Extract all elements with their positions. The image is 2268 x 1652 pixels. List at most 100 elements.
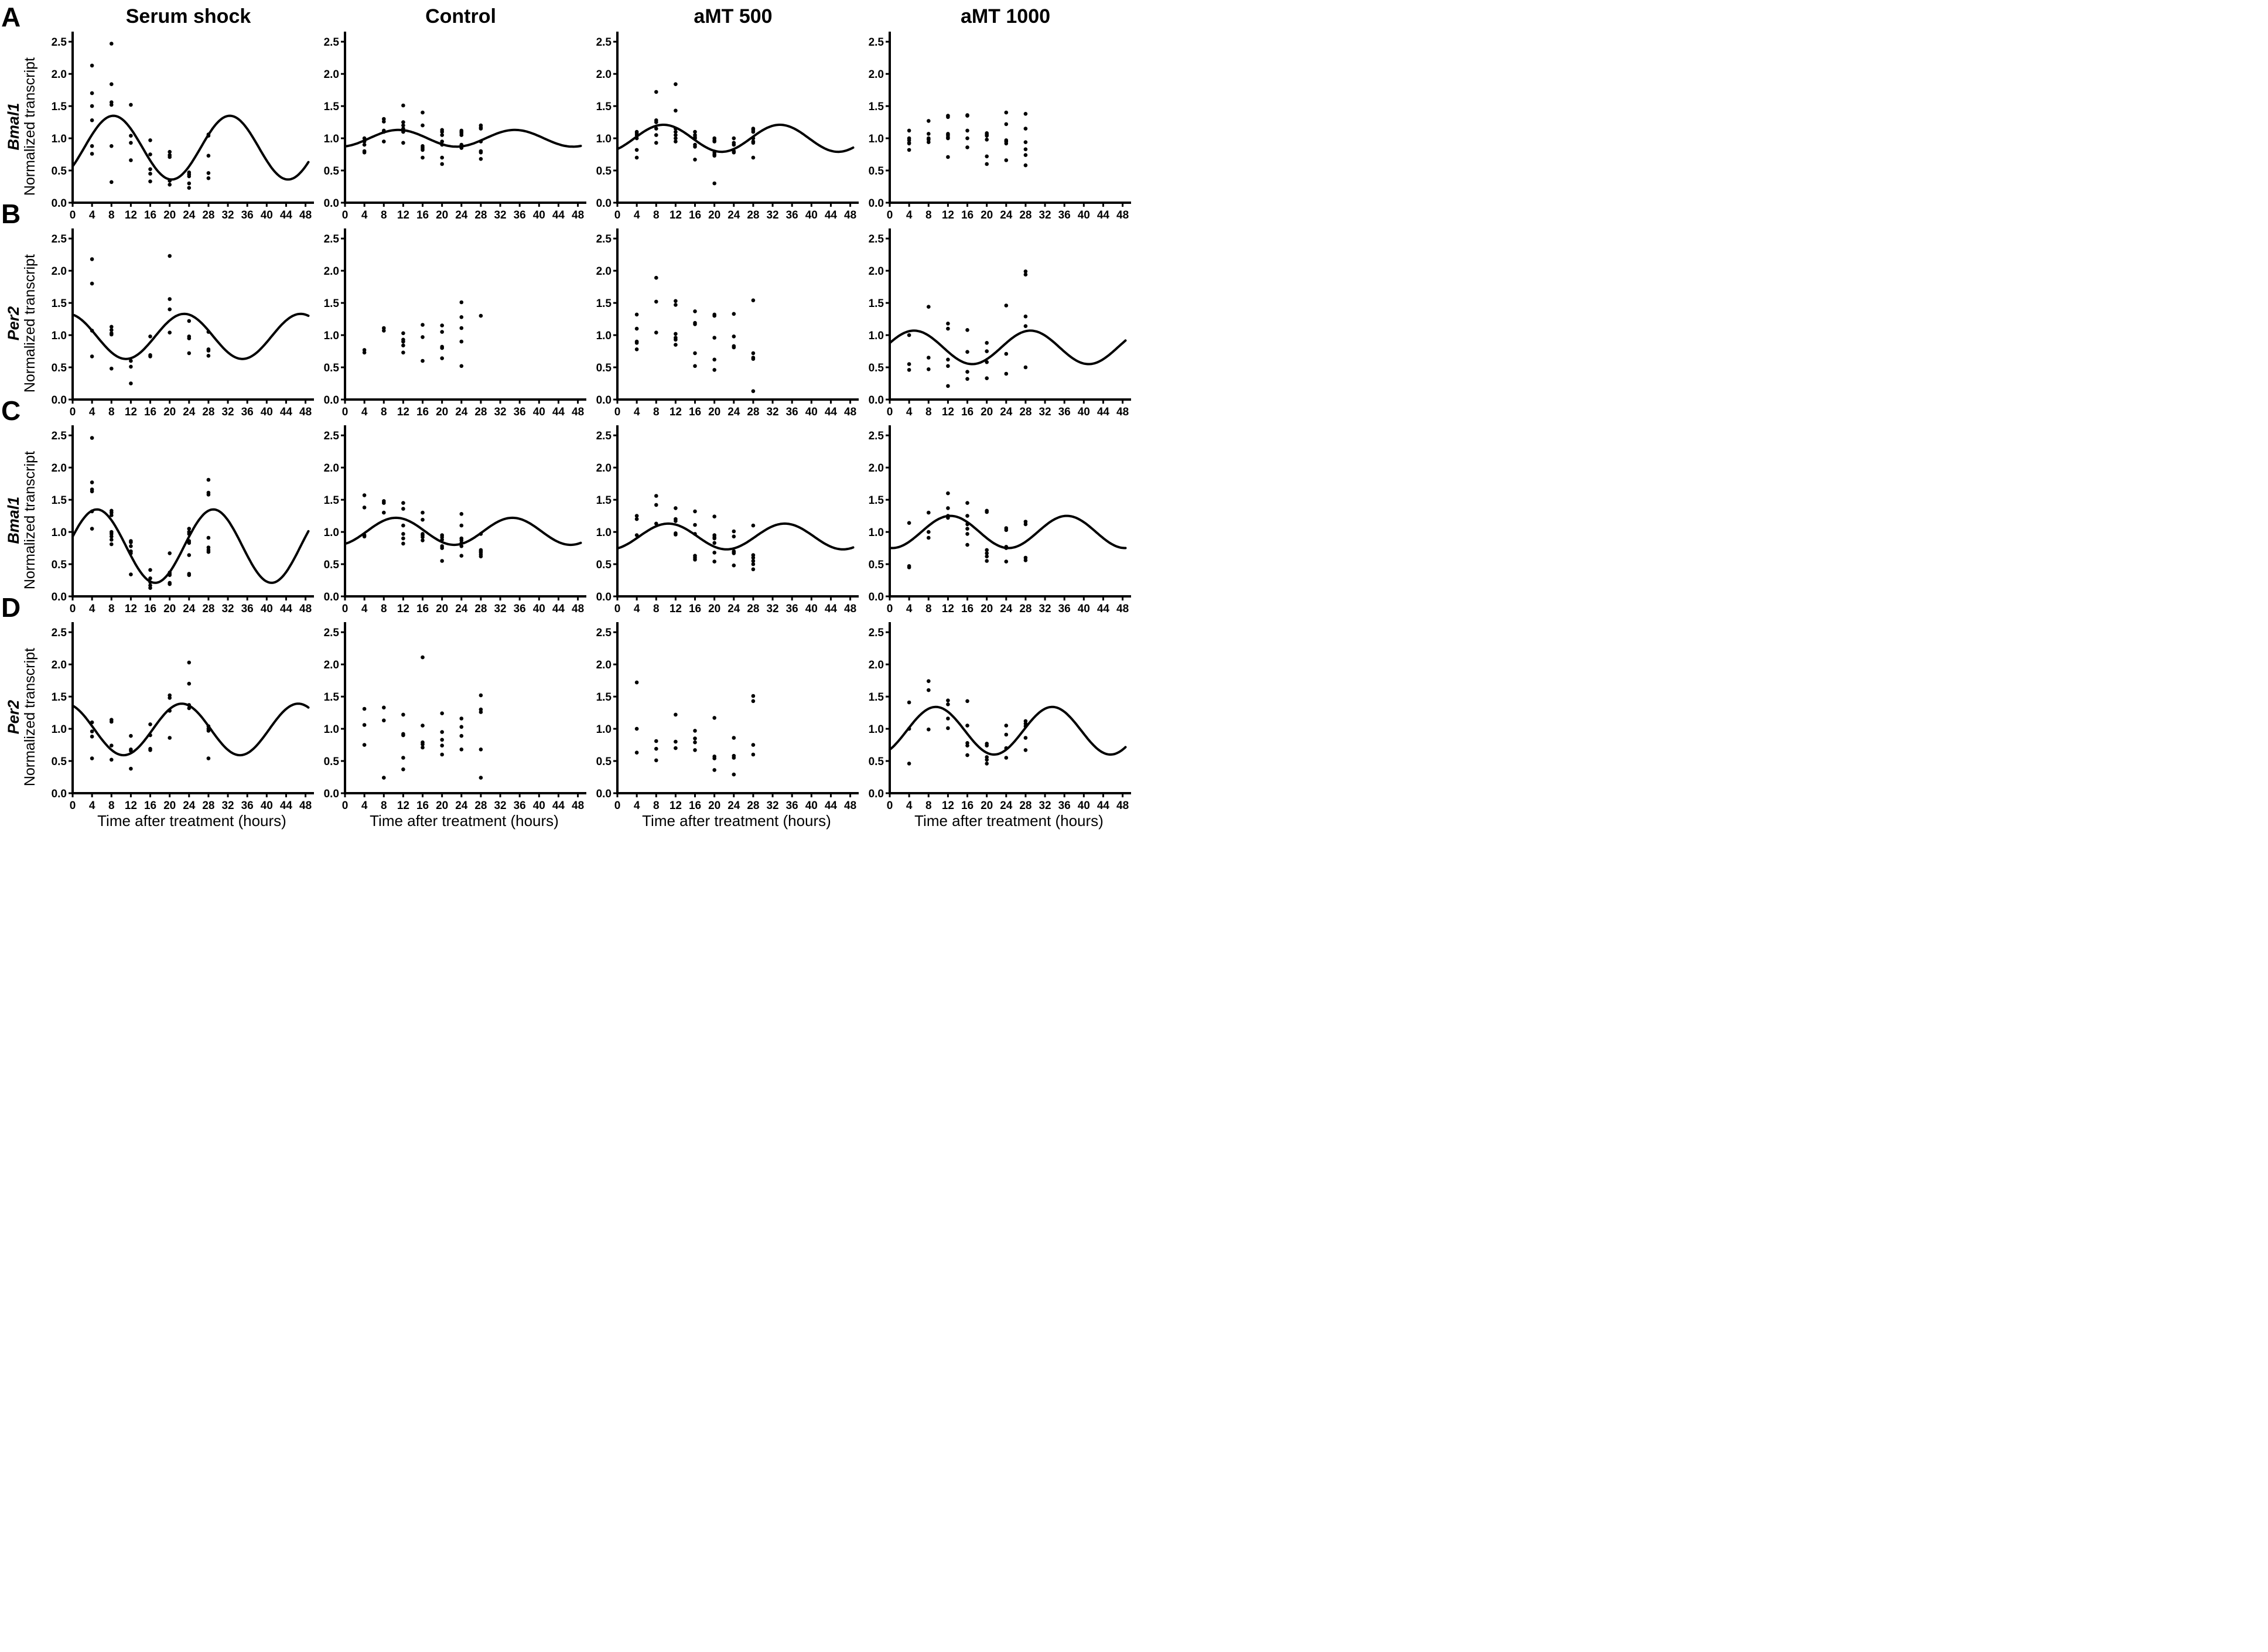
svg-text:16: 16 [961, 209, 974, 221]
svg-text:4: 4 [906, 800, 913, 812]
svg-text:2.0: 2.0 [52, 659, 67, 671]
svg-text:0.0: 0.0 [324, 788, 339, 800]
svg-text:24: 24 [1000, 406, 1013, 418]
svg-text:24: 24 [1000, 209, 1013, 221]
panel-C-serum-shock: 0 4 8 12 16 20 24 28 32 36 40 44 480.00.51.01.52.02.… [52, 425, 314, 615]
svg-text:28: 28 [747, 603, 759, 615]
svg-text:1.0: 1.0 [324, 723, 339, 736]
svg-text:24: 24 [727, 800, 740, 812]
svg-text:24: 24 [455, 603, 468, 615]
gene-label-per2: Per2 [4, 699, 22, 735]
svg-text:28: 28 [747, 800, 759, 812]
row-A: A Bmal1 Normalized transcript 0 4 8 12 16 20 2… [0, 4, 1133, 225]
row-B-gutter: B Per2 Normalized transcript [0, 200, 43, 422]
svg-text:1.5: 1.5 [52, 101, 67, 113]
svg-text:44: 44 [825, 209, 838, 221]
svg-text:4: 4 [89, 209, 95, 221]
svg-text:1.5: 1.5 [324, 494, 340, 507]
svg-text:16: 16 [689, 209, 701, 221]
svg-text:28: 28 [1019, 209, 1031, 221]
svg-text:28: 28 [747, 209, 759, 221]
svg-text:0.0: 0.0 [324, 197, 339, 210]
svg-text:2.5: 2.5 [596, 430, 612, 442]
svg-text:0.0: 0.0 [596, 788, 612, 800]
svg-text:1.5: 1.5 [324, 691, 340, 704]
svg-text:8: 8 [381, 800, 387, 812]
svg-text:2.0: 2.0 [52, 265, 67, 278]
svg-text:16: 16 [961, 406, 974, 418]
svg-text:1.0: 1.0 [52, 527, 67, 539]
svg-text:1.5: 1.5 [596, 298, 612, 310]
svg-text:1.0: 1.0 [324, 527, 339, 539]
svg-text:1.5: 1.5 [324, 298, 340, 310]
svg-text:2.0: 2.0 [324, 69, 339, 81]
svg-text:36: 36 [241, 800, 254, 812]
svg-text:4: 4 [906, 406, 913, 418]
svg-text:0.5: 0.5 [52, 559, 67, 571]
svg-text:0: 0 [887, 209, 893, 221]
svg-text:0: 0 [887, 406, 893, 418]
svg-text:1.0: 1.0 [596, 330, 612, 342]
svg-text:28: 28 [1019, 406, 1031, 418]
svg-text:16: 16 [689, 800, 701, 812]
svg-text:2.5: 2.5 [869, 627, 884, 639]
svg-text:28: 28 [202, 603, 214, 615]
panel-D-control: 0 4 8 12 16 20 24 28 32 36 40 44 480.00.51.01.52.02.… [324, 622, 586, 812]
svg-text:2.5: 2.5 [596, 36, 612, 49]
svg-text:2.0: 2.0 [869, 659, 884, 671]
svg-text:2.0: 2.0 [324, 462, 339, 475]
svg-text:0.5: 0.5 [324, 362, 340, 374]
svg-text:16: 16 [144, 209, 156, 221]
svg-text:12: 12 [125, 800, 137, 812]
svg-text:24: 24 [727, 406, 740, 418]
svg-text:20: 20 [981, 800, 993, 812]
svg-text:2.5: 2.5 [596, 233, 612, 245]
svg-text:12: 12 [397, 800, 409, 812]
x-axis-labels: Time after treatment (hours) Time after … [0, 812, 1133, 836]
svg-text:12: 12 [670, 800, 682, 812]
svg-text:1.0: 1.0 [52, 330, 67, 342]
row-label-B: B [1, 199, 21, 229]
svg-text:0.0: 0.0 [596, 197, 612, 210]
svg-text:1.5: 1.5 [869, 101, 884, 113]
svg-text:8: 8 [925, 406, 932, 418]
svg-text:24: 24 [455, 406, 468, 418]
svg-text:44: 44 [552, 406, 565, 418]
svg-text:24: 24 [727, 603, 740, 615]
svg-text:2.0: 2.0 [869, 265, 884, 278]
svg-text:32: 32 [766, 603, 778, 615]
svg-text:16: 16 [144, 603, 156, 615]
row-label-D: D [1, 592, 21, 623]
panel-C-control: 0 4 8 12 16 20 24 28 32 36 40 44 480.00.51.01.52.02.… [324, 425, 586, 615]
svg-text:40: 40 [1078, 406, 1090, 418]
svg-text:48: 48 [299, 406, 312, 418]
svg-text:2.5: 2.5 [52, 430, 67, 442]
panel-A-amt500: 0 4 8 12 16 20 24 28 32 36 40 44 480.00.51.01.52.02.… [596, 32, 859, 221]
panel-C-amt500: 0 4 8 12 16 20 24 28 32 36 40 44 480.00.51.01.52.02.… [596, 425, 859, 615]
svg-text:4: 4 [89, 603, 95, 615]
svg-text:24: 24 [1000, 800, 1013, 812]
svg-text:8: 8 [925, 603, 932, 615]
svg-text:0.0: 0.0 [869, 197, 884, 210]
svg-text:8: 8 [653, 800, 660, 812]
svg-text:36: 36 [786, 406, 798, 418]
svg-text:12: 12 [942, 406, 954, 418]
svg-text:8: 8 [925, 209, 932, 221]
svg-text:2.0: 2.0 [324, 265, 339, 278]
svg-text:0.0: 0.0 [324, 591, 339, 603]
svg-text:16: 16 [689, 603, 701, 615]
svg-text:44: 44 [1097, 209, 1110, 221]
svg-text:20: 20 [708, 406, 720, 418]
svg-text:48: 48 [1116, 800, 1129, 812]
svg-text:32: 32 [766, 209, 778, 221]
svg-text:0.5: 0.5 [324, 165, 340, 178]
svg-text:2.5: 2.5 [869, 233, 884, 245]
svg-text:48: 48 [299, 800, 312, 812]
svg-text:1.0: 1.0 [52, 133, 67, 145]
row-C-gutter: C Bmal1 Normalized transcript [0, 397, 43, 619]
svg-text:16: 16 [689, 406, 701, 418]
svg-text:20: 20 [163, 800, 176, 812]
svg-text:2.5: 2.5 [596, 627, 612, 639]
svg-text:44: 44 [825, 603, 838, 615]
svg-text:2.0: 2.0 [52, 69, 67, 81]
